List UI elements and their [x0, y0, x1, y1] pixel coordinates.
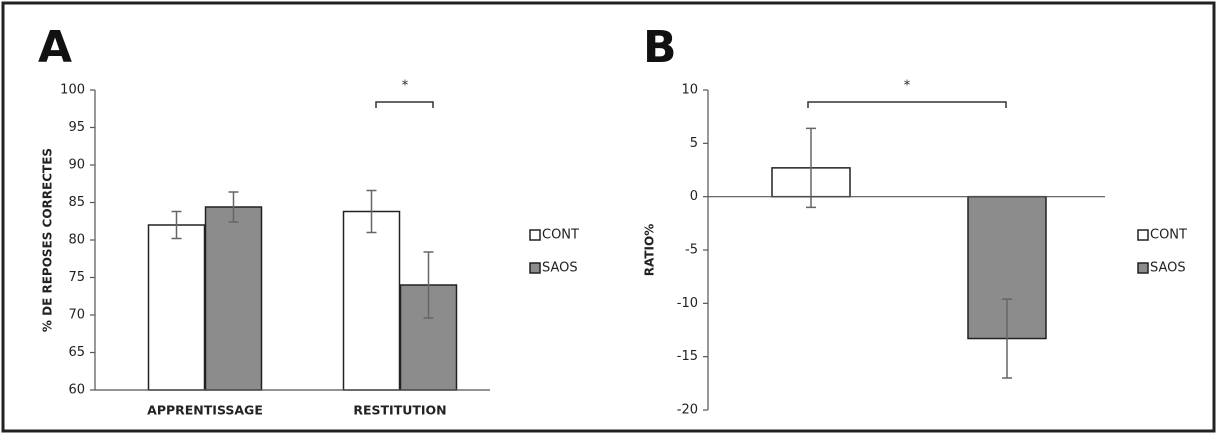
- bracket: [807, 101, 1007, 108]
- y-tick-label: 10: [681, 83, 698, 98]
- y-tick-label: 0: [690, 189, 698, 204]
- legend-label: CONT: [542, 228, 579, 243]
- y-tick-label: -15: [677, 349, 698, 364]
- y-tick-label: -10: [677, 296, 698, 311]
- y-tick-label: 60: [68, 383, 85, 398]
- y-tick-label: 5: [690, 136, 698, 151]
- y-tick-label: -5: [685, 243, 698, 258]
- bar: [342, 210, 401, 391]
- error-bar: [423, 251, 434, 319]
- bar: [204, 206, 263, 391]
- y-tick-label: 80: [68, 233, 85, 248]
- x-tick-label: APPRENTISSAGE: [147, 403, 263, 418]
- legend-label: SAOS: [542, 261, 578, 276]
- y-tick-label: 75: [68, 270, 85, 285]
- y-axis-label: % DE REPOSES CORRECTES: [41, 148, 55, 332]
- legend-swatch: [529, 229, 541, 241]
- panel-title: B: [643, 22, 677, 73]
- y-tick-label: 90: [68, 158, 85, 173]
- error-bar: [228, 191, 239, 223]
- legend-swatch: [529, 262, 541, 274]
- error-bar: [806, 127, 816, 209]
- y-tick-label: 100: [60, 83, 85, 98]
- error-bar: [171, 210, 182, 240]
- legend-swatch: [1137, 229, 1149, 241]
- annotation: *: [904, 79, 911, 94]
- legend-swatch: [1137, 262, 1149, 274]
- y-axis-label: RATIO%: [643, 224, 657, 276]
- bracket: [375, 101, 434, 108]
- error-bar: [366, 189, 377, 234]
- y-tick-label: 85: [68, 195, 85, 210]
- error-bar: [1002, 298, 1012, 379]
- y-tick-label: 65: [68, 345, 85, 360]
- legend-label: SAOS: [1150, 261, 1186, 276]
- panel-title: A: [38, 22, 72, 73]
- legend-label: CONT: [1150, 228, 1187, 243]
- y-tick-label: 95: [68, 120, 85, 135]
- y-tick-label: 70: [68, 308, 85, 323]
- annotation: *: [402, 79, 409, 94]
- x-tick-label: RESTITUTION: [353, 403, 446, 418]
- bar: [147, 224, 206, 391]
- y-tick-label: -20: [677, 403, 698, 418]
